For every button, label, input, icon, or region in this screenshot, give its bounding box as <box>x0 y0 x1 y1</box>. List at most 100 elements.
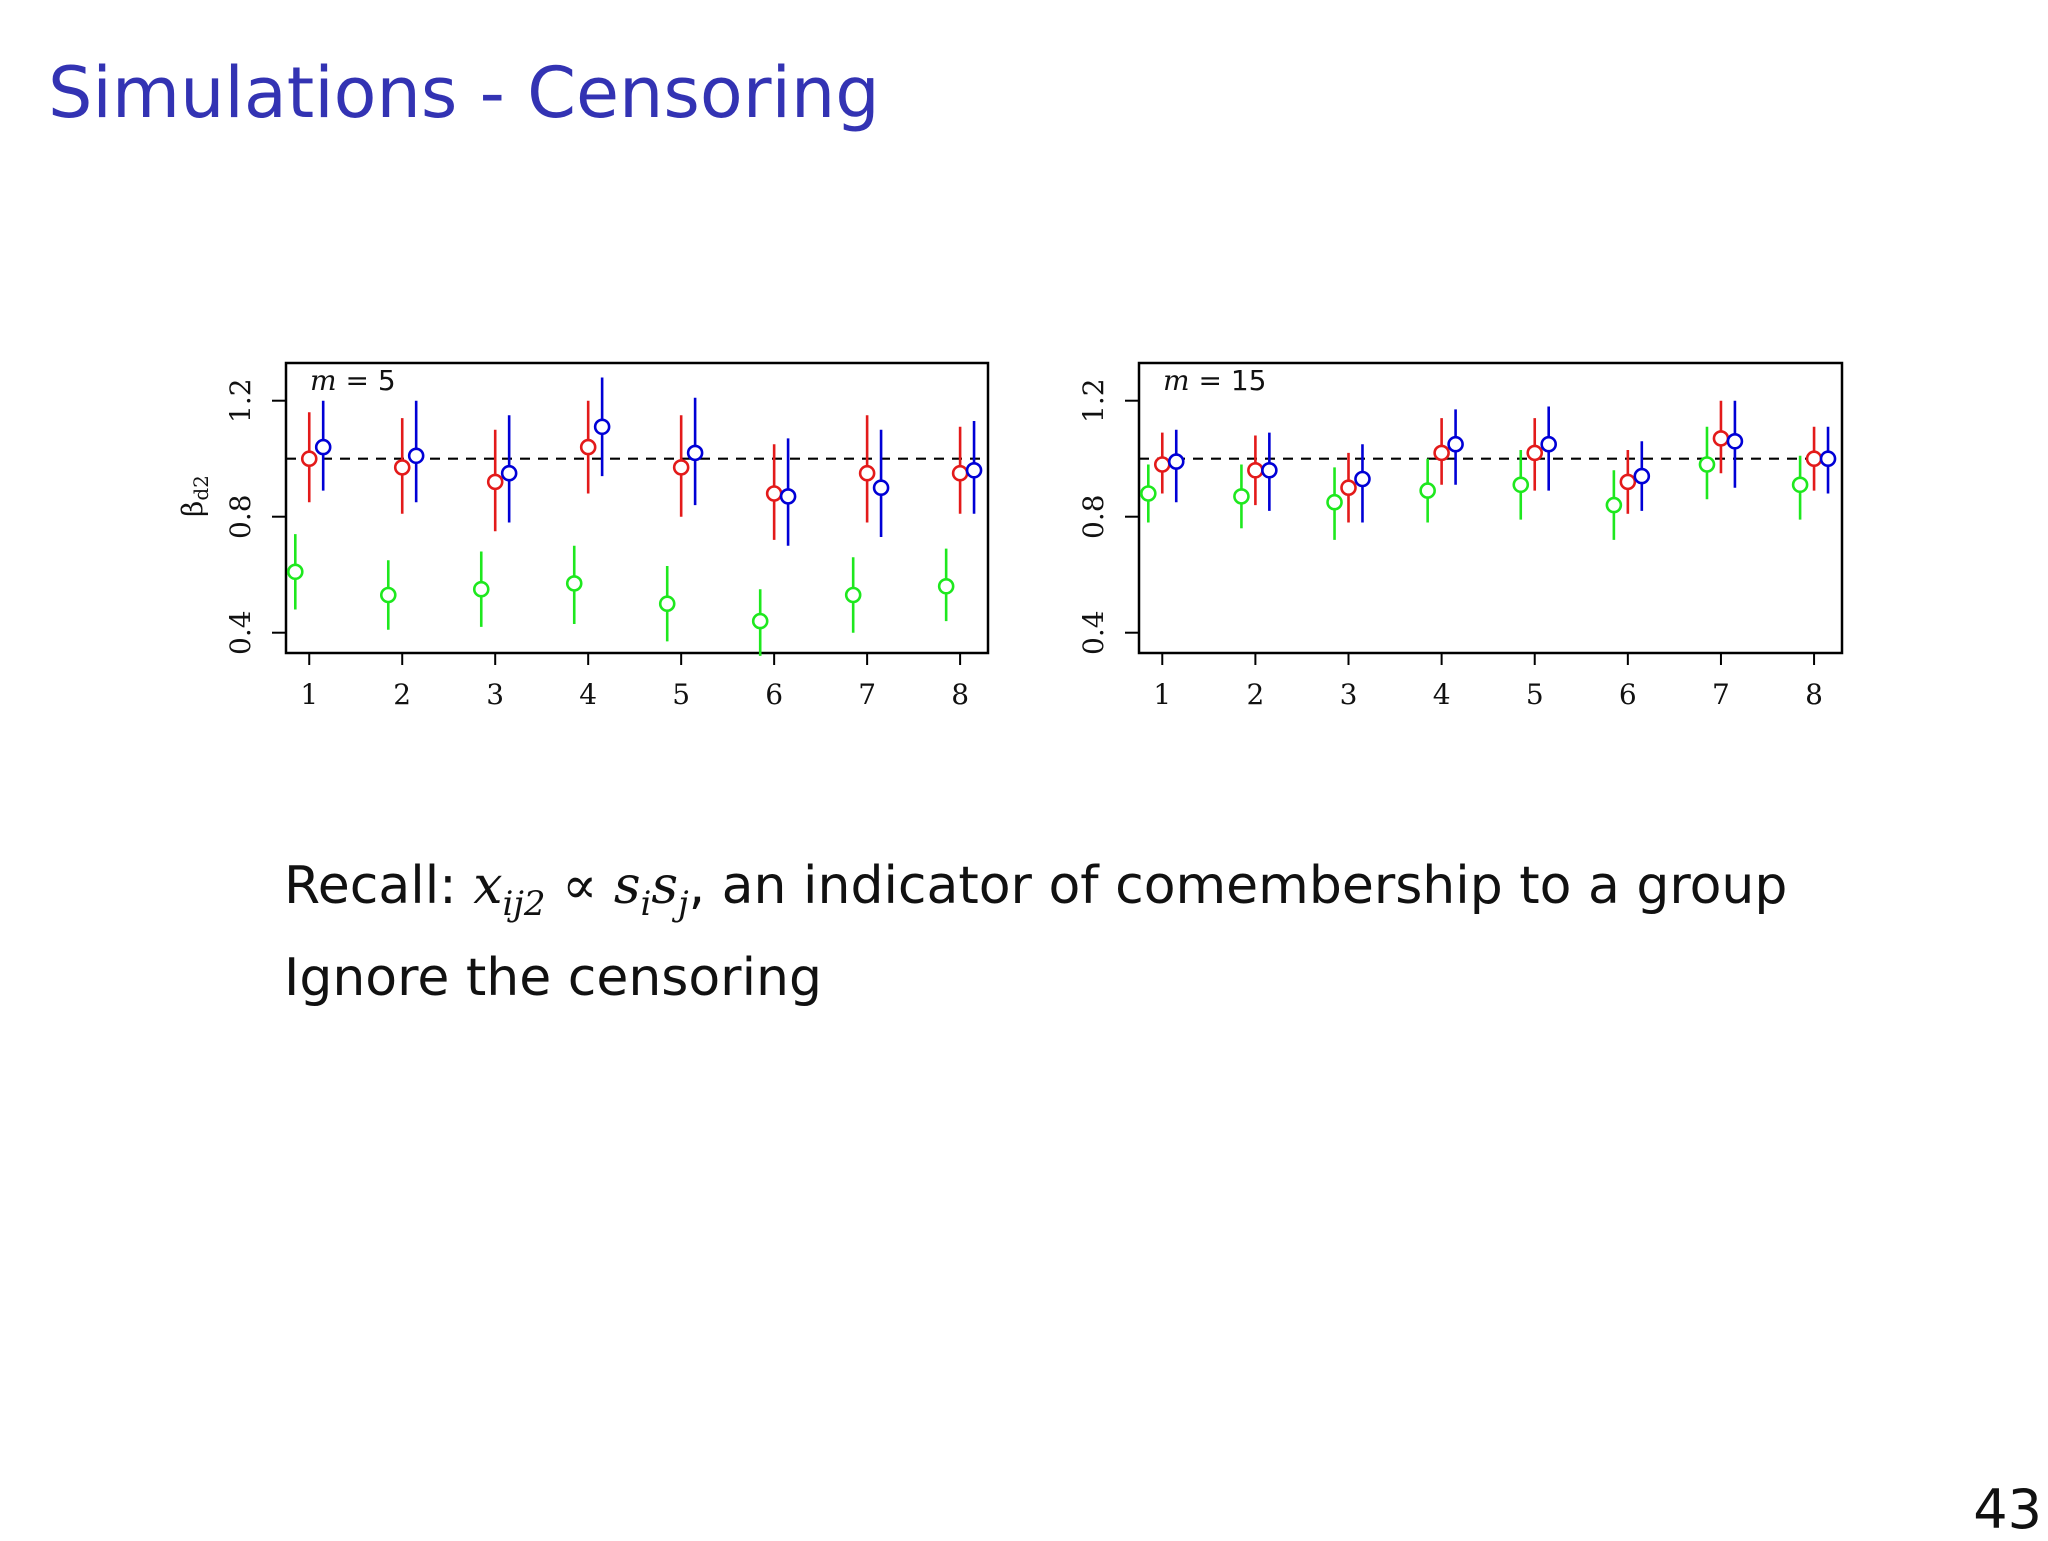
math-s-i-subscript: i <box>640 884 652 924</box>
data-point <box>1433 444 1450 462</box>
x-tick-label: 4 <box>1433 678 1451 711</box>
chart-panel-2: 1 2 3 4 5 6 7 8 0.4 0.8 1.2 m = 15 <box>1077 361 1844 711</box>
x-tick-label: 8 <box>951 678 969 711</box>
data-point <box>1540 435 1557 453</box>
x-tick-label: 6 <box>1619 678 1637 711</box>
data-point <box>1247 461 1264 479</box>
y-axis-label: βd2 <box>176 475 213 517</box>
y-axis-label-symbol: β <box>176 501 209 517</box>
series-red <box>300 400 969 540</box>
data-point <box>1605 496 1623 514</box>
x-tick-label: 1 <box>1153 678 1171 711</box>
data-point <box>872 479 890 497</box>
data-point <box>565 575 583 592</box>
data-point <box>1153 456 1171 473</box>
data-point <box>765 485 783 502</box>
data-point <box>658 595 676 613</box>
x-tick-label: 1 <box>300 678 318 711</box>
data-point <box>1791 476 1809 494</box>
y-tick-label: 0.8 <box>224 494 257 539</box>
math-s-j: s <box>651 856 679 916</box>
data-point <box>1712 430 1730 447</box>
data-point <box>1726 432 1744 450</box>
x-tick-label: 5 <box>672 678 690 711</box>
data-point <box>751 612 769 630</box>
data-point <box>393 459 411 476</box>
x-tick-label: 3 <box>1340 678 1358 711</box>
panel-label-variable: m <box>1163 364 1190 397</box>
data-point <box>286 563 304 581</box>
recall-suffix: , an indicator of comembership to a grou… <box>688 856 1788 916</box>
chart-panel-1: 1 2 3 4 5 6 7 8 0.4 0.8 1.2 βd2 m = 5 <box>176 361 990 711</box>
math-propto: ∝ <box>545 856 614 916</box>
data-point <box>1167 453 1185 470</box>
data-point <box>1140 485 1157 502</box>
x-tick-label: 4 <box>579 678 597 711</box>
data-point <box>500 464 518 482</box>
recall-prefix: Recall: <box>284 856 474 916</box>
series-green <box>286 534 955 656</box>
data-point <box>1819 450 1837 468</box>
x-tick-label: 5 <box>1526 678 1544 711</box>
panel-label: m = 15 <box>1163 364 1266 397</box>
data-point <box>951 464 969 482</box>
slide-title: Simulations - Censoring <box>48 52 880 134</box>
data-point <box>593 418 611 436</box>
data-point <box>314 438 332 456</box>
y-tick-label: 0.4 <box>224 610 257 655</box>
data-point <box>686 444 704 462</box>
y-tick-label: 1.2 <box>1077 378 1110 423</box>
data-point <box>858 464 876 482</box>
data-point <box>965 461 983 479</box>
data-point <box>779 488 797 505</box>
data-point <box>1526 444 1544 462</box>
y-tick-label: 1.2 <box>224 378 257 423</box>
recall-line: Recall: xij2 ∝ sisj, an indicator of com… <box>284 856 1787 924</box>
series-red <box>1153 400 1823 523</box>
data-point <box>379 586 397 604</box>
x-tick-label: 7 <box>858 678 876 711</box>
data-point <box>1261 461 1278 479</box>
y-tick-label: 0.4 <box>1077 610 1110 655</box>
y-axis-label-subscript: d2 <box>189 475 213 501</box>
series-green <box>1140 426 1809 540</box>
x-tick-label: 8 <box>1805 678 1823 711</box>
panel-label: m = 5 <box>310 364 396 397</box>
panel-label-variable: m <box>310 364 337 397</box>
math-s-i: s <box>613 856 641 916</box>
x-tick-label: 7 <box>1712 678 1730 711</box>
data-point <box>472 580 490 598</box>
series-blue <box>314 377 983 546</box>
data-point <box>1619 473 1637 491</box>
data-point <box>1354 470 1371 488</box>
data-point <box>1419 482 1436 499</box>
data-point <box>1326 493 1343 511</box>
data-point <box>1512 476 1530 494</box>
series-blue <box>1167 400 1837 523</box>
panel-label-value: = 5 <box>337 364 396 397</box>
data-point <box>844 586 862 604</box>
x-tick-label: 2 <box>1246 678 1264 711</box>
page-number: 43 <box>1973 1478 2042 1541</box>
data-point <box>300 450 318 468</box>
data-point <box>1340 479 1357 497</box>
x-tick-label: 3 <box>486 678 504 711</box>
data-point <box>407 447 425 465</box>
data-point <box>937 577 955 595</box>
data-point <box>672 459 690 476</box>
plot-frame <box>1137 361 1844 655</box>
data-point <box>1233 488 1250 505</box>
data-point <box>1805 450 1823 468</box>
ignore-censoring-line: Ignore the censoring <box>284 948 822 1008</box>
data-point <box>486 473 504 491</box>
data-point <box>1698 456 1716 473</box>
panel-label-value: = 15 <box>1190 364 1267 397</box>
math-x-subscript: ij2 <box>502 884 546 924</box>
data-point <box>1633 467 1651 485</box>
data-point <box>1447 435 1464 453</box>
plot-frame <box>284 361 990 655</box>
x-tick-label: 6 <box>765 678 783 711</box>
x-tick-label: 2 <box>393 678 411 711</box>
math-x: x <box>473 856 503 916</box>
